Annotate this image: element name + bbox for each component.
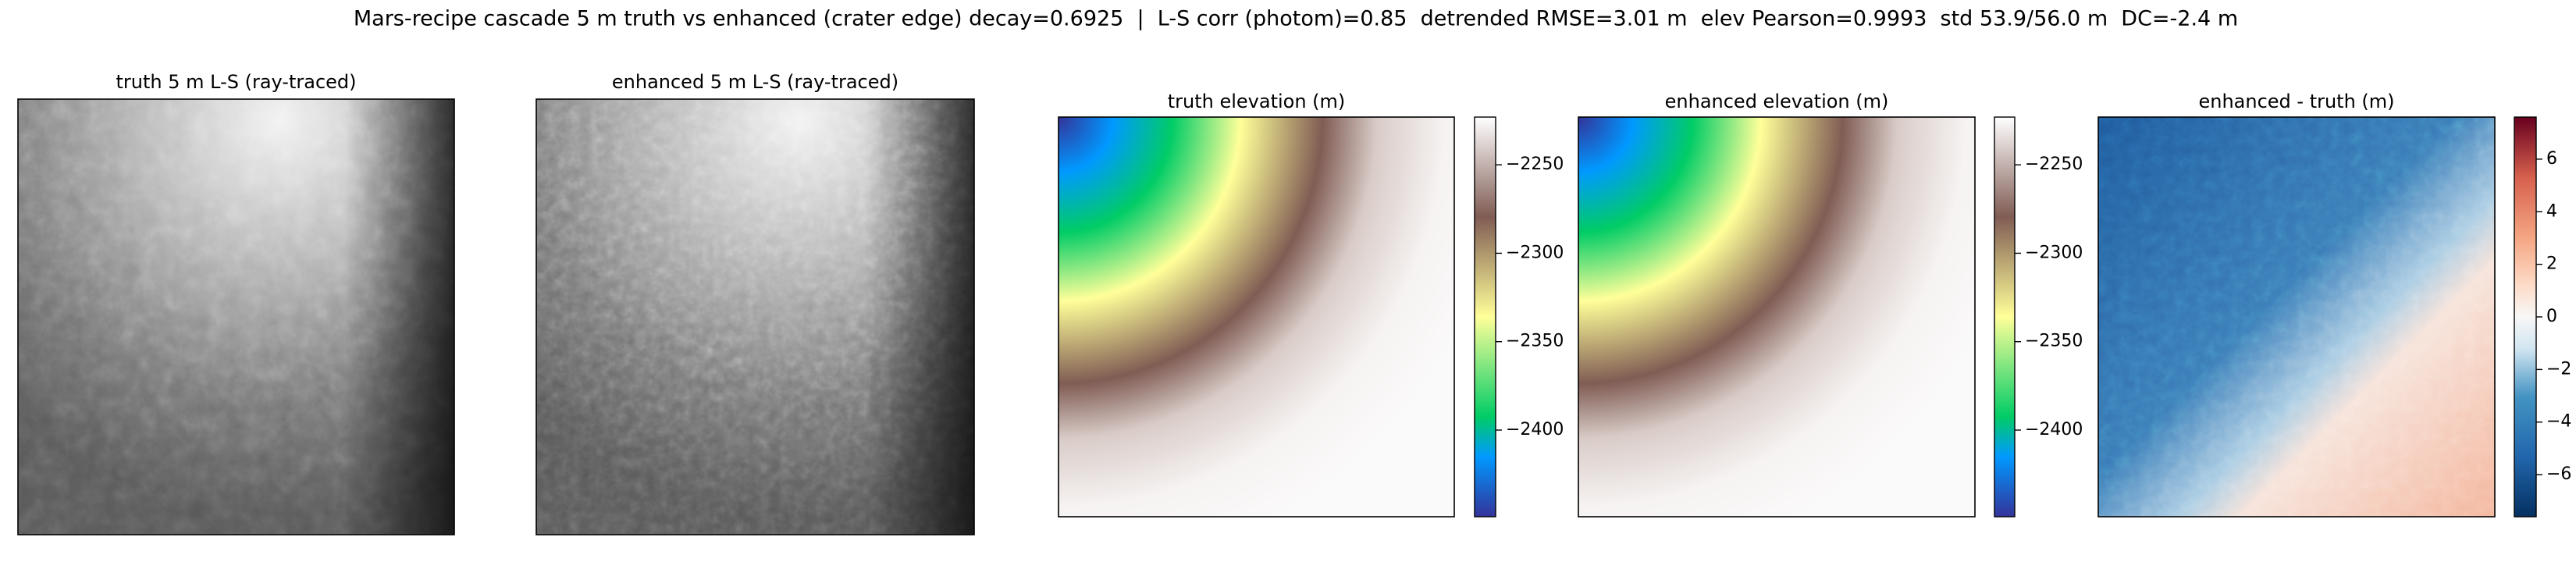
colorbar: [1474, 116, 1496, 518]
tick-label: 4: [2546, 201, 2557, 221]
figure-title: Mars-recipe cascade 5 m truth vs enhance…: [354, 7, 2238, 31]
frame: [1578, 116, 1976, 518]
panel: truth 5 m L-S (ray-traced): [17, 71, 455, 535]
panel-title: truth elevation (m): [1168, 91, 1346, 112]
tick-label: 2: [2546, 254, 2557, 274]
frame: [17, 98, 455, 535]
tick-label: −4: [2546, 412, 2571, 432]
image: [1578, 117, 1975, 517]
texture: [2098, 117, 2495, 517]
tick-label: −2350: [2025, 332, 2083, 351]
frame: [2097, 116, 2496, 518]
tick-label: 6: [2546, 149, 2557, 169]
tick-label: −2400: [1506, 420, 1564, 439]
panel: enhanced 5 m L-S (ray-traced): [535, 71, 975, 535]
colorbar: [1994, 116, 2016, 518]
tick-label: −2250: [1506, 155, 1564, 174]
tick-label: −2300: [2025, 243, 2083, 262]
tick-label: −2400: [2025, 420, 2083, 439]
tick-label: −2: [2546, 359, 2571, 379]
texture: [18, 99, 454, 535]
panel: enhanced - truth (m) −6 −4 −2 0 2 4 6: [2097, 91, 2571, 518]
image: [1059, 117, 1454, 517]
panel-title: truth 5 m L-S (ray-traced): [116, 71, 356, 93]
panel-title: enhanced - truth (m): [2198, 91, 2394, 112]
panel-title: enhanced elevation (m): [1665, 91, 1889, 112]
tick-label: 0: [2546, 307, 2557, 326]
tick-label: −6: [2546, 464, 2571, 484]
colorbar: [2514, 116, 2537, 518]
frame: [1058, 116, 1455, 518]
tick-label: −2350: [1506, 332, 1564, 351]
panel: enhanced elevation (m) −2250 −2300 −2350 −24…: [1578, 91, 2083, 518]
texture: [536, 99, 974, 535]
tick-label: −2300: [1506, 243, 1564, 262]
panel-title: enhanced 5 m L-S (ray-traced): [612, 71, 898, 93]
tick-label: −2250: [2025, 155, 2083, 174]
panel: truth elevation (m) −2250 −2300 −2350 −2400: [1058, 91, 1564, 518]
frame: [535, 98, 975, 535]
